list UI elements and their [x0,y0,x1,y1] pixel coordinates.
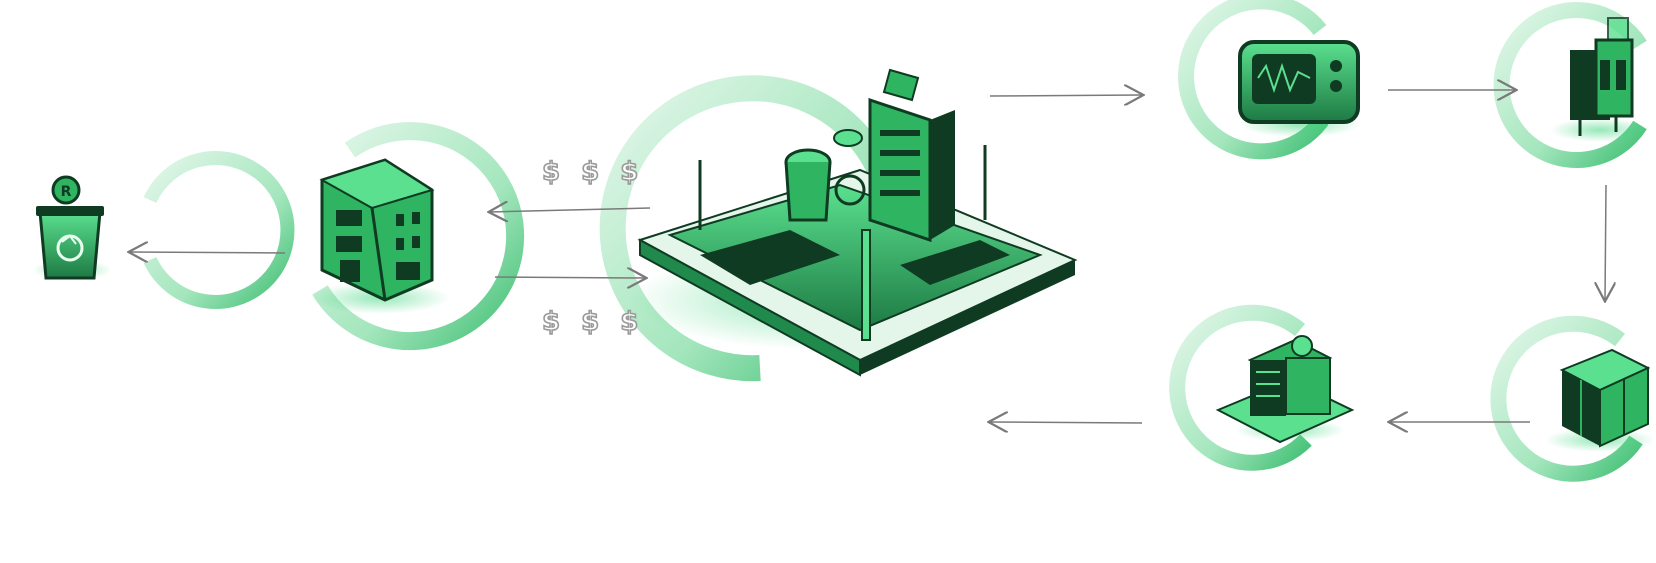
capacitor-icon [1570,17,1634,136]
arrow-city-to-building [490,208,651,212]
node-building [310,122,525,351]
cycle-ring [1490,315,1643,482]
cycle-ring [312,122,525,351]
recycle-badge-label: R [61,184,72,200]
cycle-ring [599,75,892,382]
node-server-rack [1490,315,1655,482]
arrow-datacenter-to-city [990,422,1143,423]
cycle-ring [1178,0,1329,160]
node-data-center [1169,304,1355,471]
arrow-components-to-server [1605,184,1606,300]
arrow-building-to-city [494,277,645,278]
recycle-badge [51,175,81,205]
money-label-bottom: $ $ $ [542,307,644,337]
arrow-city-to-oscilloscope [989,95,1142,96]
data-center-icon [1215,335,1355,444]
node-circuit-components [1493,2,1650,168]
oscilloscope-icon [1238,40,1360,124]
money-label-top: $ $ $ [542,157,644,187]
cycle-ring [143,151,295,309]
cycle-ring [1169,304,1312,471]
node-industrial-city [599,68,1078,382]
building-icon [319,158,435,302]
server-icon [1559,348,1651,448]
flow-arrows [130,90,1606,423]
recycle-bin-icon [36,206,104,280]
node-recycling-bin: R [32,151,295,309]
node-oscilloscope [1178,0,1360,160]
arrow-building-to-bin [130,252,286,253]
factory-city-icon [637,68,1078,377]
